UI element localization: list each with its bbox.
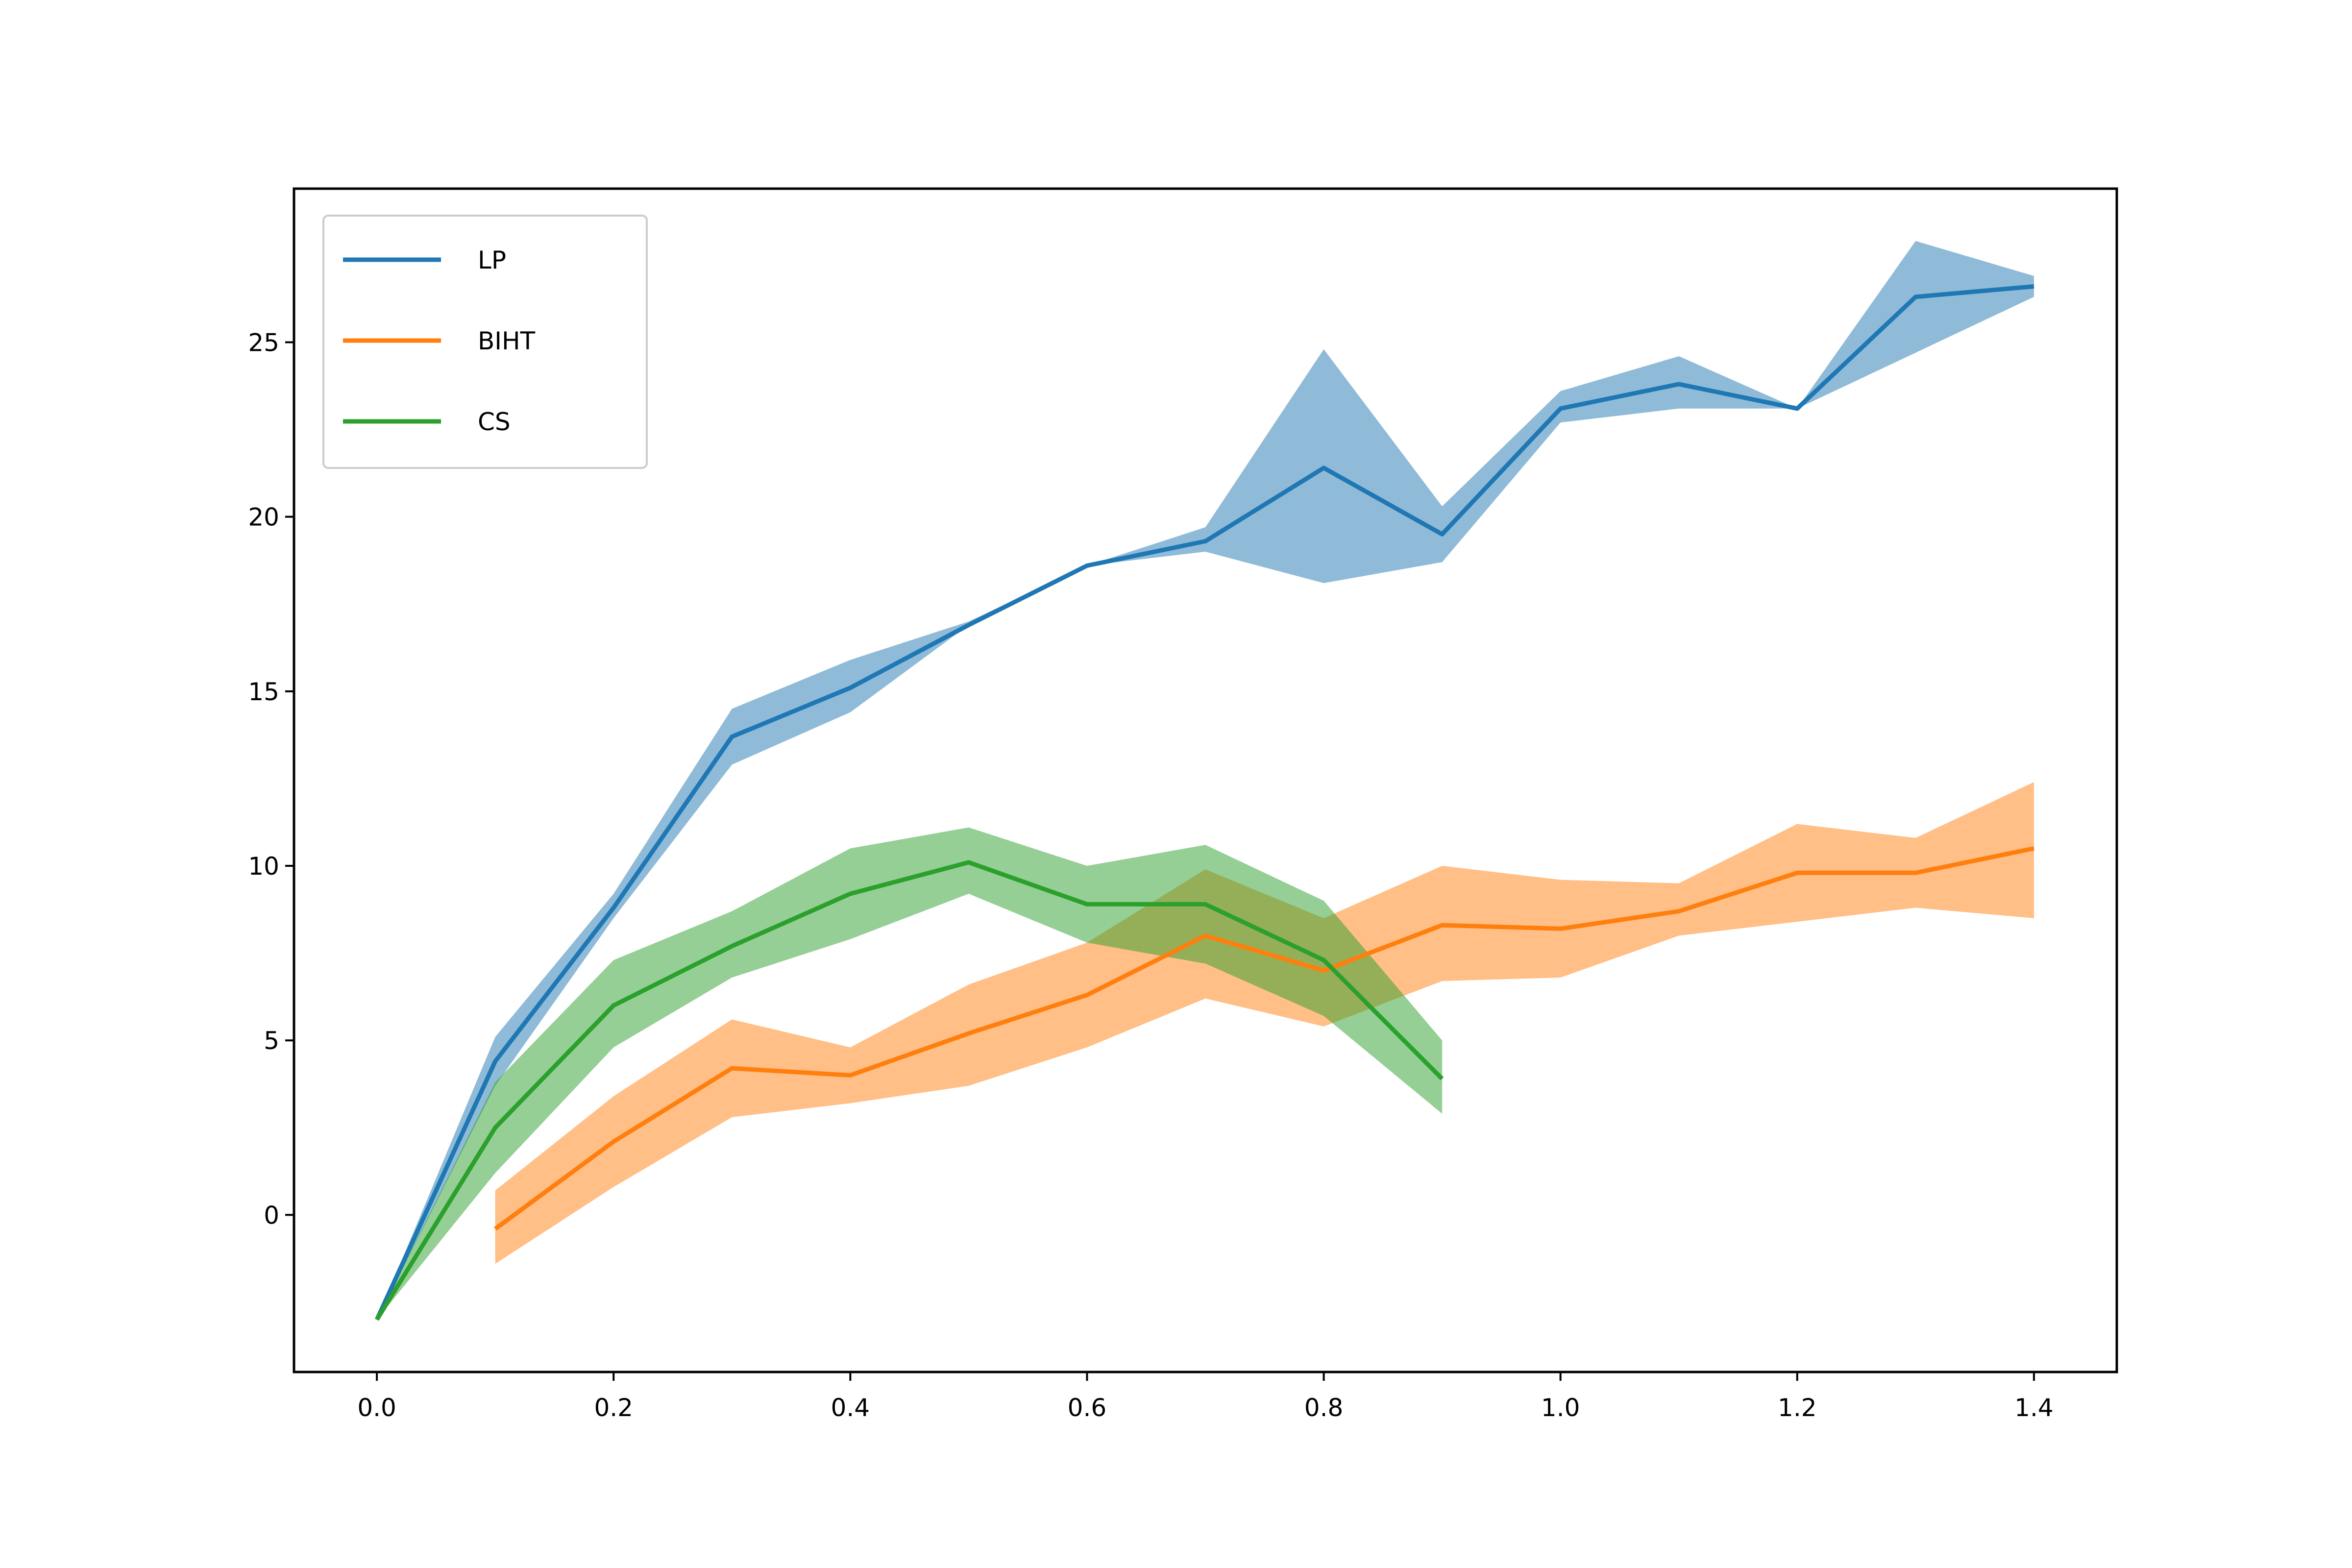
axes-ticks: 0.0 0.2 0.4 0.6 0.8 1.0 1.2 1.4 0 5 10 15 20 25 — [248, 328, 2053, 1422]
x-tick-label: 0.0 — [357, 1394, 396, 1422]
y-tick-label: 20 — [248, 503, 279, 532]
legend-label-lp: LP — [478, 246, 506, 274]
lp-confidence-band — [377, 241, 2034, 1320]
y-tick-label: 5 — [264, 1027, 279, 1055]
axes-frame — [293, 187, 2118, 1373]
x-tick-label: 0.4 — [831, 1394, 870, 1422]
y-tick-label: 25 — [248, 328, 279, 357]
x-tick-label: 1.2 — [1778, 1394, 1817, 1422]
legend-box — [322, 215, 648, 469]
plot-area — [374, 241, 2034, 1321]
x-tick-label: 1.0 — [1541, 1394, 1580, 1422]
legend-label-biht: BIHT — [478, 327, 536, 355]
x-tick-label: 1.4 — [2014, 1394, 2054, 1422]
biht-series-line — [493, 846, 2034, 1231]
y-tick-label: 0 — [264, 1201, 279, 1229]
lp-series-line — [374, 284, 2034, 1321]
biht-confidence-band — [495, 782, 2034, 1264]
y-tick-label: 10 — [248, 852, 279, 881]
y-tick-label: 15 — [248, 678, 279, 706]
cs-series-line — [375, 860, 1444, 1321]
legend-label-cs: CS — [478, 408, 511, 436]
x-tick-label: 0.8 — [1304, 1394, 1344, 1422]
legend: LP BIHT CS — [322, 215, 648, 469]
x-tick-label: 0.6 — [1068, 1394, 1107, 1422]
x-tick-label: 0.2 — [594, 1394, 633, 1422]
